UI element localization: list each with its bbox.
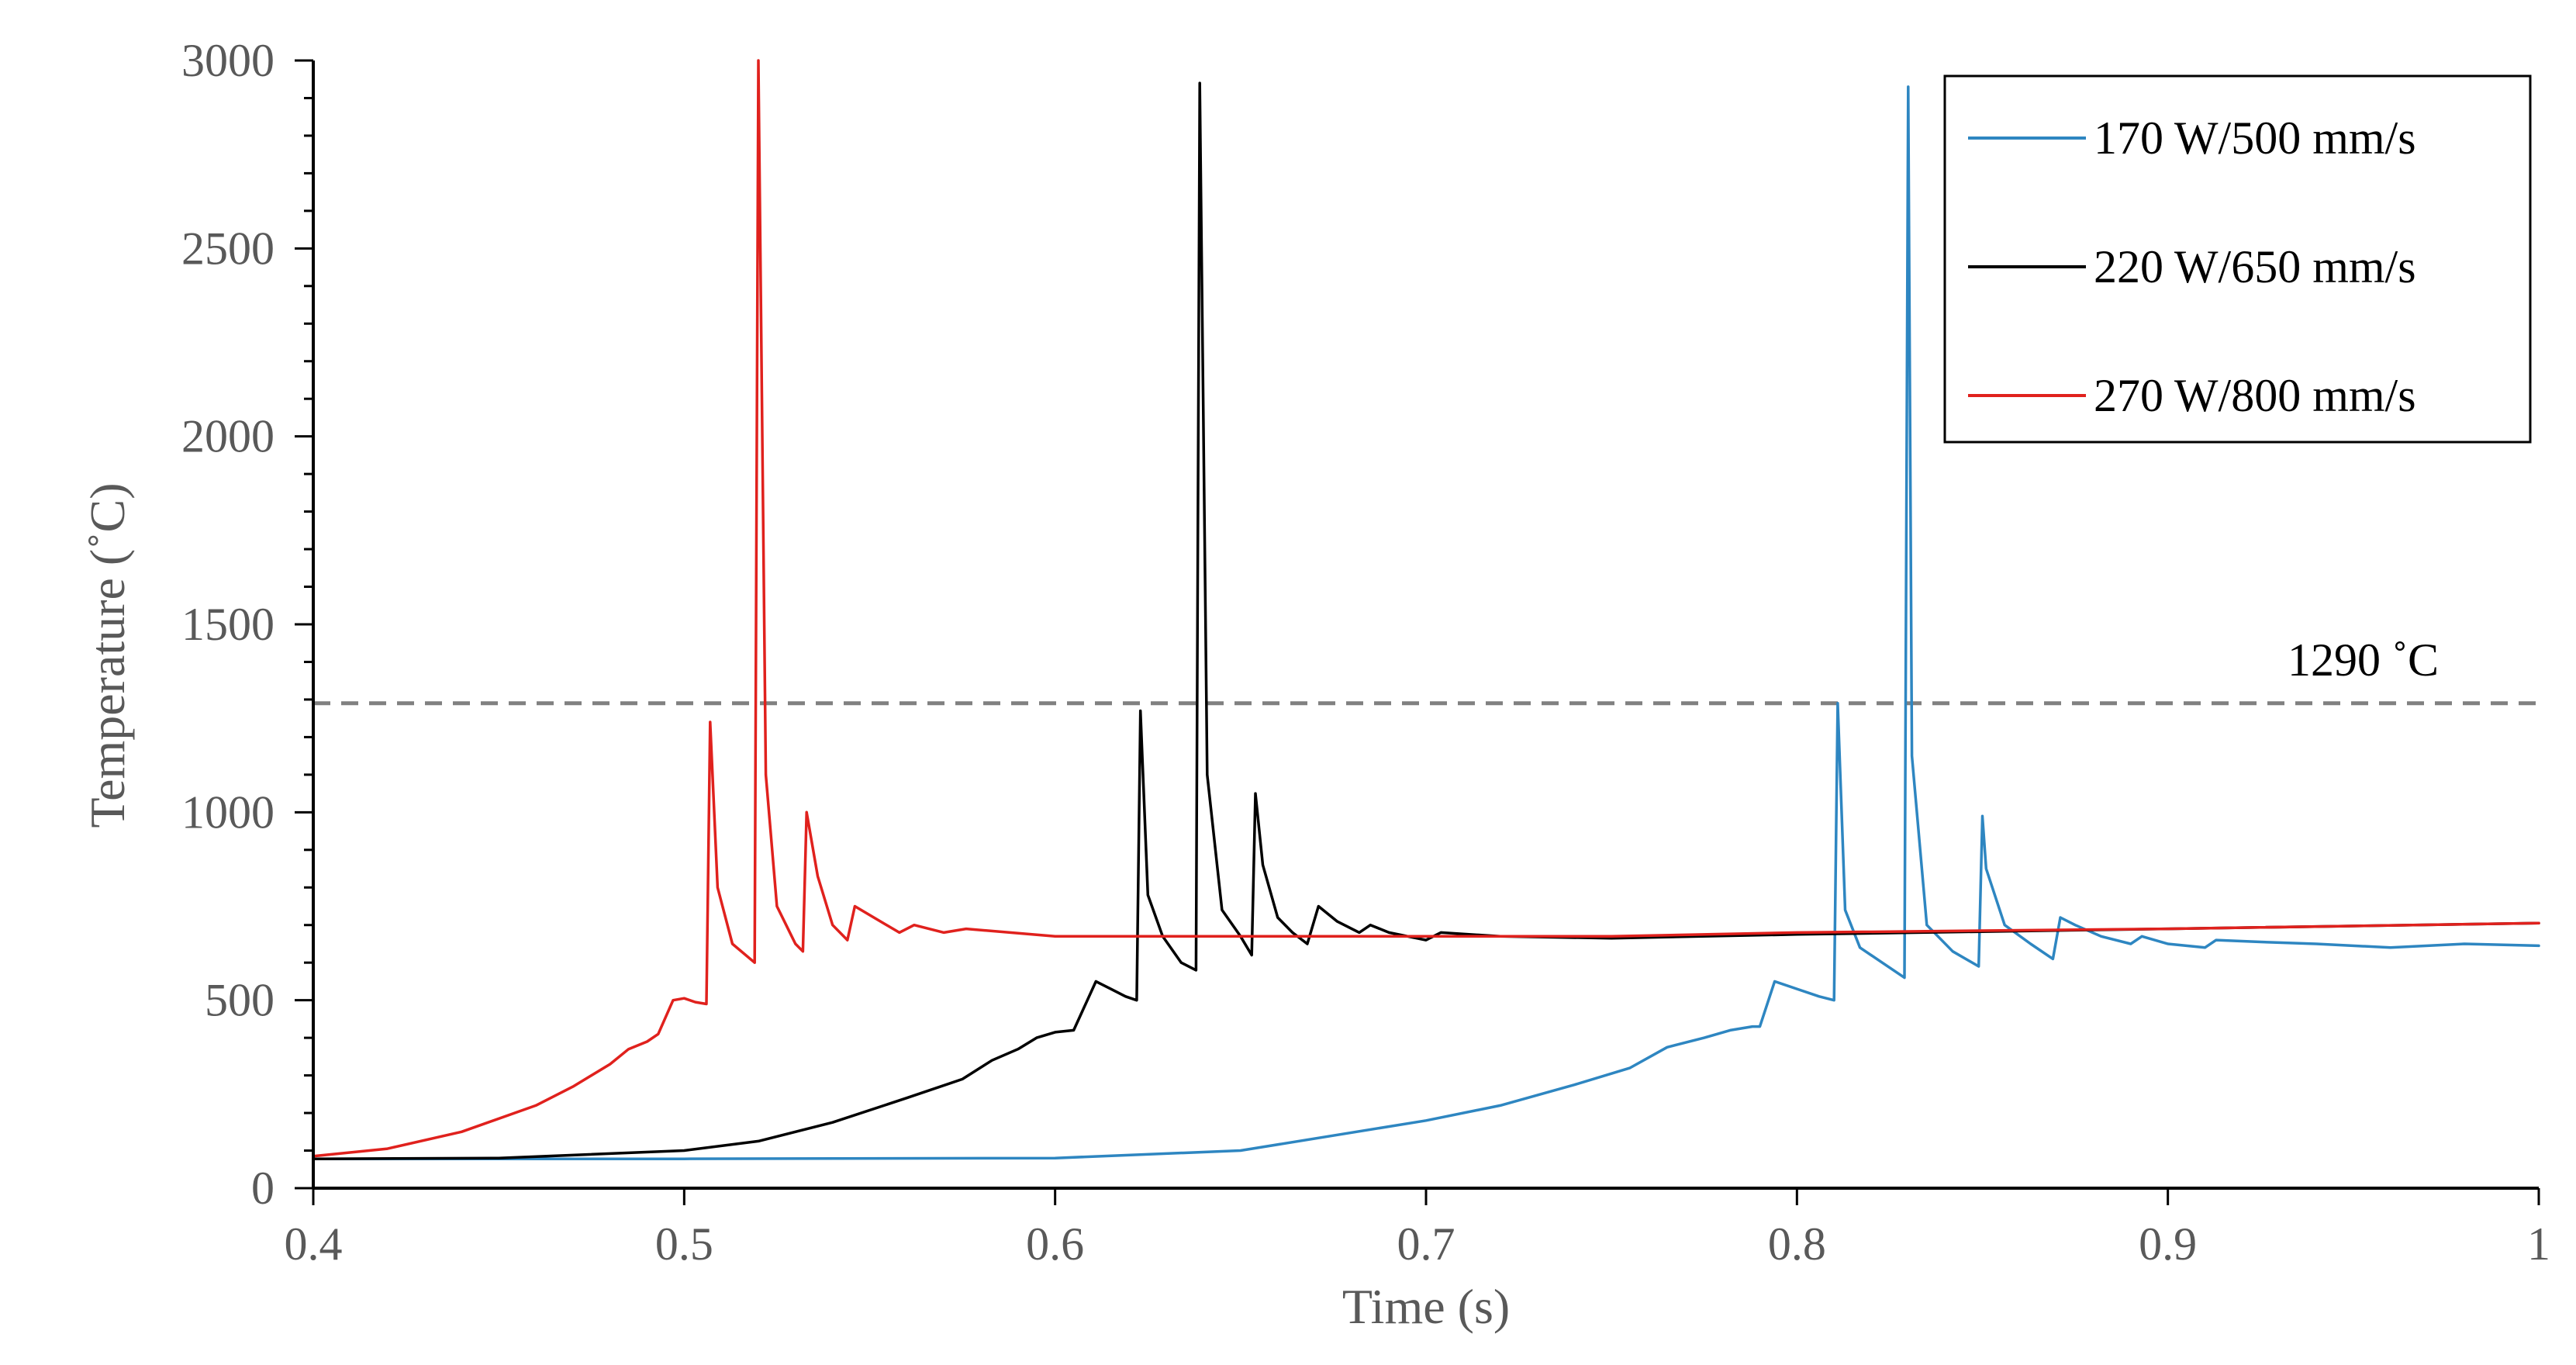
axes-layer: 0 500 1000 1500 2000 2500 3000 0.4 0.5 0.6 0.7 0.8 0… <box>181 35 2550 1270</box>
x-tick-label: 0.8 <box>1768 1218 1826 1270</box>
x-axis-title: Time (s) <box>1342 1279 1510 1334</box>
x-tick-label: 0.6 <box>1026 1218 1084 1270</box>
y-tick-label: 1500 <box>181 599 275 650</box>
x-tick-label: 0.4 <box>285 1218 343 1270</box>
series-line-3 <box>312 59 2540 1158</box>
x-tick-label: 0.5 <box>655 1218 713 1270</box>
series-layer <box>312 59 2540 1160</box>
series-line-1 <box>312 85 2540 1160</box>
y-tick-label: 500 <box>205 975 275 1026</box>
legend-label-3: 270 W/800 mm/s <box>2094 370 2416 421</box>
y-tick-label: 1000 <box>181 786 275 838</box>
x-tick-label: 0.7 <box>1397 1218 1455 1270</box>
y-tick-label: 0 <box>251 1163 275 1214</box>
y-tick-label: 2000 <box>181 411 275 462</box>
legend: 170 W/500 mm/s 220 W/650 mm/s 270 W/800 mm… <box>1943 74 2532 444</box>
y-tick-label: 3000 <box>181 35 275 86</box>
y-tick-label: 2500 <box>181 223 275 274</box>
y-axis-title: Temperature (˚C) <box>80 482 135 828</box>
legend-label-2: 220 W/650 mm/s <box>2094 241 2416 292</box>
legend-label-1: 170 W/500 mm/s <box>2094 112 2416 164</box>
reference-line-label: 1290 ˚C <box>2288 634 2439 686</box>
x-tick-label: 0.9 <box>2139 1218 2197 1270</box>
x-tick-label: 1 <box>2527 1218 2550 1270</box>
series-line-2 <box>312 81 2540 1160</box>
